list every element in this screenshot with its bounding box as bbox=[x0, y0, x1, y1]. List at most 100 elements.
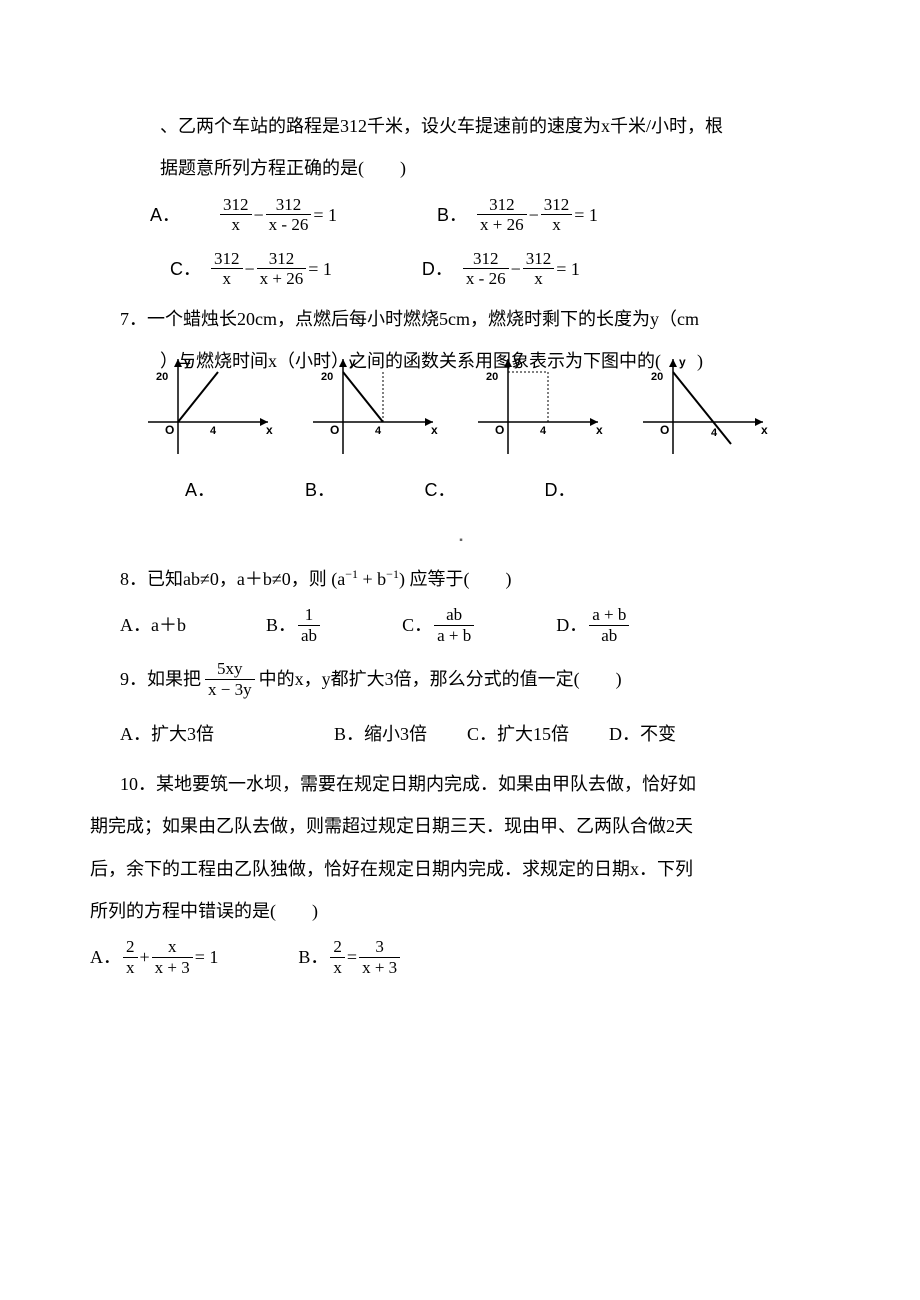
op: = bbox=[347, 941, 357, 973]
frac-den: x − 3y bbox=[205, 679, 255, 700]
frac-den: ab bbox=[298, 625, 320, 646]
rhs: = 1 bbox=[308, 253, 332, 285]
q8-prefix: 8．已知ab≠0，a＋b≠0，则 bbox=[120, 569, 327, 589]
minus: − bbox=[254, 199, 264, 231]
minus: − bbox=[245, 253, 255, 285]
q9-suffix: 中的x，y都扩大3倍，那么分式的值一定( ) bbox=[259, 663, 622, 695]
frac-den: x bbox=[220, 214, 252, 235]
q7-letter-C: C． bbox=[380, 474, 500, 506]
minus: − bbox=[511, 253, 521, 285]
frac-den: x - 26 bbox=[463, 268, 509, 289]
frac-den: x + 26 bbox=[257, 268, 307, 289]
op: + bbox=[140, 941, 150, 973]
frac-den: x bbox=[523, 268, 555, 289]
graph-svg: y x O 20 4 bbox=[643, 354, 793, 454]
q9-optD: D．不变 bbox=[609, 718, 676, 750]
frac-num: ab bbox=[434, 605, 474, 625]
q9-optC: C．扩大15倍 bbox=[467, 718, 569, 750]
graph-svg: y x O 20 4 bbox=[478, 354, 628, 454]
frac-num: 312 bbox=[266, 195, 312, 215]
center-marker: ▪ bbox=[120, 519, 800, 551]
axis-x-label: x bbox=[266, 423, 273, 437]
graph-svg: y x O 20 4 bbox=[148, 354, 298, 454]
q7-graph-A: y x O 20 4 bbox=[140, 354, 305, 464]
q7-line1: 7．一个蜡烛长20cm，点燃后每小时燃烧5cm，燃烧时剩下的长度为y（cm bbox=[120, 303, 800, 335]
axis-x-label: x bbox=[431, 423, 438, 437]
frac-den: ab bbox=[589, 625, 629, 646]
frac-den: x + 3 bbox=[152, 957, 193, 978]
q6-optD: D． 312x - 26 − 312x = 1 bbox=[422, 249, 580, 289]
frac-num: a + b bbox=[589, 605, 629, 625]
frac-num: 312 bbox=[257, 249, 307, 269]
q8-expr: (a−1 + b−1) bbox=[331, 569, 405, 589]
x4-label: 4 bbox=[540, 425, 547, 437]
opt-label: B． bbox=[266, 609, 296, 641]
rhs: = 1 bbox=[556, 253, 580, 285]
q9-options: A．扩大3倍 B．缩小3倍 C．扩大15倍 D．不变 bbox=[120, 718, 800, 750]
axis-y-label: y bbox=[349, 355, 356, 369]
rhs: = 1 bbox=[195, 941, 219, 973]
q10-optA: A． 2x + xx + 3 = 1 bbox=[90, 937, 218, 977]
page: 、乙两个车站的路程是312千米，设火车提速前的速度为x千米/小时，根 据题意所列… bbox=[0, 0, 920, 1032]
frac-num: 312 bbox=[523, 249, 555, 269]
q7-graph-B: y x O 20 4 bbox=[305, 354, 470, 464]
y20-label: 20 bbox=[156, 371, 168, 383]
axis-x-label: x bbox=[596, 423, 603, 437]
q6-optA: A． 312x − 312x - 26 = 1 bbox=[150, 195, 337, 235]
rhs: = 1 bbox=[574, 199, 598, 231]
q10-line3: 后，余下的工程由乙队独做，恰好在规定日期内完成．求规定的日期x．下列 bbox=[90, 853, 800, 885]
q8-optB: B． 1ab bbox=[266, 605, 322, 645]
q8-suffix: 应等于( ) bbox=[409, 569, 511, 589]
frac-num: 5xy bbox=[205, 659, 255, 679]
q10-line4: 所列的方程中错误的是( ) bbox=[90, 895, 800, 927]
dot-icon: ▪ bbox=[459, 532, 463, 550]
q8-optC: C． aba + b bbox=[402, 605, 476, 645]
frac-den: x bbox=[211, 268, 243, 289]
y20-label: 20 bbox=[321, 371, 333, 383]
opt-label: A． bbox=[150, 199, 180, 231]
q6-optB: B． 312x + 26 − 312x = 1 bbox=[437, 195, 598, 235]
frac-den: x bbox=[541, 214, 573, 235]
q10-optB: B． 2x = 3x + 3 bbox=[298, 937, 402, 977]
q7-graph-D: y x O 20 4 bbox=[635, 354, 800, 464]
x4-label: 4 bbox=[210, 425, 217, 437]
q6-line1: 、乙两个车站的路程是312千米，设火车提速前的速度为x千米/小时，根 bbox=[120, 110, 800, 142]
q6-line2: 据题意所列方程正确的是( ) bbox=[120, 152, 800, 184]
q7-graphs: y x O 20 4 y x O 20 4 bbox=[140, 354, 800, 464]
q8-options: A． a＋b B． 1ab C． aba + b D． a + bab bbox=[120, 605, 800, 645]
q6-options-row1: A． 312x − 312x - 26 = 1 B． 312x + 26 − 3… bbox=[120, 195, 800, 235]
frac-num: 312 bbox=[541, 195, 573, 215]
q8-optD: D． a + bab bbox=[556, 605, 631, 645]
origin-label: O bbox=[330, 423, 339, 437]
x4-label: 4 bbox=[711, 427, 718, 439]
origin-label: O bbox=[660, 423, 669, 437]
frac-num: 2 bbox=[330, 937, 345, 957]
opt-label: B． bbox=[437, 199, 467, 231]
minus: − bbox=[529, 199, 539, 231]
opt-label: C． bbox=[170, 253, 201, 285]
frac-num: 312 bbox=[477, 195, 527, 215]
q8-stem: 8．已知ab≠0，a＋b≠0，则 (a−1 + b−1) 应等于( ) bbox=[120, 563, 800, 595]
frac-num: 2 bbox=[123, 937, 138, 957]
q7-graph-C: y x O 20 4 bbox=[470, 354, 635, 464]
q7-letter-D: D． bbox=[500, 474, 620, 506]
axis-x-label: x bbox=[761, 423, 768, 437]
frac-den: x + 26 bbox=[477, 214, 527, 235]
frac-num: 312 bbox=[220, 195, 252, 215]
q9-stem: 9．如果把 5xyx − 3y 中的x，y都扩大3倍，那么分式的值一定( ) bbox=[120, 659, 800, 699]
frac-den: a + b bbox=[434, 625, 474, 646]
y20-label: 20 bbox=[651, 371, 663, 383]
x4-label: 4 bbox=[375, 425, 382, 437]
opt-label: B． bbox=[298, 941, 328, 973]
opt-text: a＋b bbox=[151, 609, 186, 641]
q7-letter-B: B． bbox=[260, 474, 380, 506]
q9-optA: A．扩大3倍 bbox=[120, 718, 214, 750]
graph-svg: y x O 20 4 bbox=[313, 354, 463, 454]
opt-label: C． bbox=[402, 609, 432, 641]
q10-options: A． 2x + xx + 3 = 1 B． 2x = 3x + 3 bbox=[90, 937, 800, 977]
axis-y-label: y bbox=[679, 355, 686, 369]
frac-num: x bbox=[152, 937, 193, 957]
frac-num: 3 bbox=[359, 937, 400, 957]
frac-den: x bbox=[123, 957, 138, 978]
axis-y-label: y bbox=[514, 355, 521, 369]
